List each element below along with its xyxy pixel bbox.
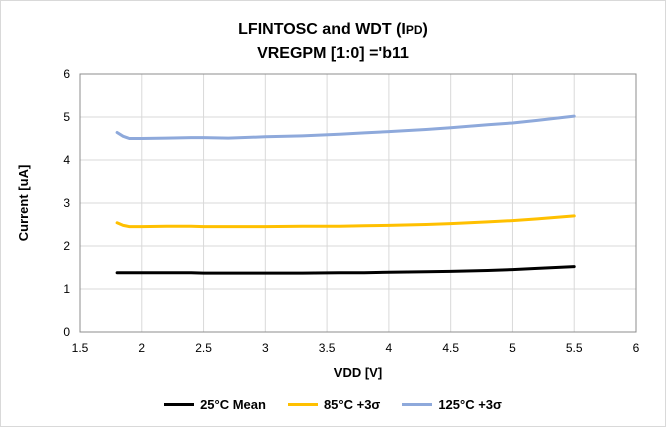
legend-label: 85°C +3σ [323, 397, 381, 412]
x-tick-label: 5.5 [566, 341, 583, 355]
y-tick-label: 4 [63, 153, 70, 167]
gridlines [79, 73, 637, 333]
chart-title-subscript: PD [405, 23, 423, 37]
legend-item: 85°C +3σ [287, 397, 381, 412]
legend-label: 125°C +3σ [438, 397, 502, 412]
legend-swatch [402, 403, 433, 406]
x-tick-label: 2 [138, 341, 145, 355]
chart-title-line-1: LFINTOSC and WDT (IPD) [0, 21, 666, 39]
x-axis-label: VDD [V] [334, 365, 382, 380]
y-tick-label: 2 [63, 239, 70, 253]
x-tick-label: 3.5 [319, 341, 336, 355]
legend-label: 25°C Mean [200, 397, 266, 412]
chart-legend: 25°C Mean 85°C +3σ 125°C +3σ [0, 397, 666, 412]
y-tick-label: 6 [63, 67, 70, 81]
series-lines [115, 114, 576, 275]
y-axis-label: Current [uA] [16, 165, 31, 242]
x-tick-labels: 1.5 2 2.5 3 3.5 4 4.5 5 5.5 6 [72, 341, 640, 355]
chart-title-line-2: VREGPM [1:0] ='b11 [257, 45, 409, 62]
x-tick-label: 6 [633, 341, 640, 355]
chart-title-suffix: ) [422, 21, 428, 38]
y-tick-label: 1 [63, 282, 70, 296]
series-line-1 [115, 214, 576, 229]
plot-area-border [79, 73, 637, 333]
x-tick-label: 4.5 [442, 341, 459, 355]
y-tick-label: 5 [63, 110, 70, 124]
series-line-0 [115, 265, 576, 275]
x-tick-label: 3 [262, 341, 269, 355]
x-tick-label: 2.5 [195, 341, 212, 355]
legend-item: 125°C +3σ [402, 397, 502, 412]
legend-swatch [287, 403, 318, 406]
chart-title-prefix: LFINTOSC and WDT (I [238, 21, 406, 38]
legend-item: 25°C Mean [164, 397, 266, 412]
x-tick-label: 4 [386, 341, 393, 355]
x-tick-label: 5 [509, 341, 516, 355]
x-tick-label: 1.5 [72, 341, 89, 355]
series-line-2 [115, 114, 576, 140]
y-tick-label: 0 [63, 325, 70, 339]
y-tick-labels: 0 1 2 3 4 5 6 [63, 67, 70, 339]
y-tick-label: 3 [63, 196, 70, 210]
legend-swatch [164, 403, 195, 406]
